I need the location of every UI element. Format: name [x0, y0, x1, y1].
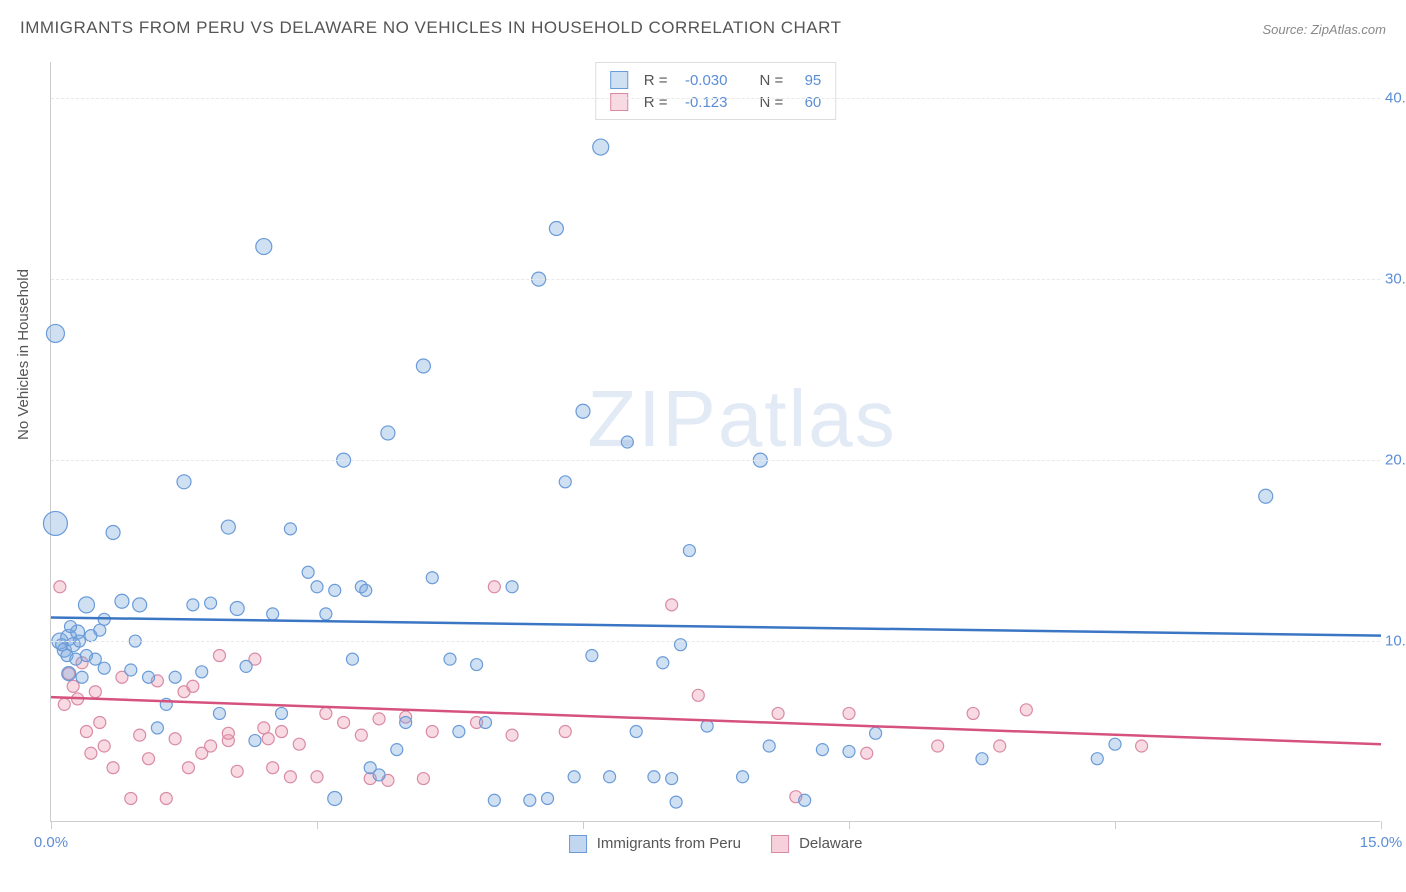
r-label: R = [644, 94, 668, 111]
x-tick-label: 0.0% [34, 834, 68, 851]
y-tick-label: 40.0% [1385, 90, 1406, 107]
legend-label: Immigrants from Peru [597, 835, 741, 852]
trend-line [51, 618, 1381, 636]
legend-item: Delaware [771, 835, 863, 853]
y-tick-label: 10.0% [1385, 633, 1406, 650]
r-label: R = [644, 72, 668, 89]
series-legend: Immigrants from Peru Delaware [569, 835, 863, 853]
x-tick [849, 821, 850, 829]
y-axis-label: No Vehicles in Household [15, 269, 32, 440]
n-label: N = [760, 94, 784, 111]
x-tick-label: 15.0% [1360, 834, 1403, 851]
correlation-legend-row: R = -0.030 N = 95 [610, 69, 822, 91]
scatter-plot: ZIPatlas R = -0.030 N = 95 R = -0.123 N … [50, 62, 1380, 822]
source-attribution: Source: ZipAtlas.com [1262, 22, 1386, 37]
n-value: 95 [793, 72, 821, 89]
n-value: 60 [793, 94, 821, 111]
trend-line [51, 697, 1381, 744]
chart-title: IMMIGRANTS FROM PERU VS DELAWARE NO VEHI… [20, 18, 842, 38]
r-value: -0.123 [678, 94, 728, 111]
source-value: ZipAtlas.com [1311, 22, 1386, 37]
correlation-legend-row: R = -0.123 N = 60 [610, 91, 822, 113]
source-label: Source: [1262, 22, 1310, 37]
y-tick-label: 30.0% [1385, 271, 1406, 288]
x-tick [1115, 821, 1116, 829]
legend-swatch [610, 93, 628, 111]
y-tick-label: 20.0% [1385, 452, 1406, 469]
x-tick [1381, 821, 1382, 829]
legend-item: Immigrants from Peru [569, 835, 741, 853]
legend-swatch [610, 71, 628, 89]
x-tick [583, 821, 584, 829]
legend-swatch [771, 835, 789, 853]
gridline [51, 460, 1380, 461]
n-label: N = [760, 72, 784, 89]
legend-swatch [569, 835, 587, 853]
gridline [51, 641, 1380, 642]
trend-lines-layer [51, 62, 1380, 821]
x-tick [317, 821, 318, 829]
gridline [51, 279, 1380, 280]
correlation-legend: R = -0.030 N = 95 R = -0.123 N = 60 [595, 62, 837, 120]
r-value: -0.030 [678, 72, 728, 89]
legend-label: Delaware [799, 835, 862, 852]
gridline [51, 98, 1380, 99]
x-tick [51, 821, 52, 829]
